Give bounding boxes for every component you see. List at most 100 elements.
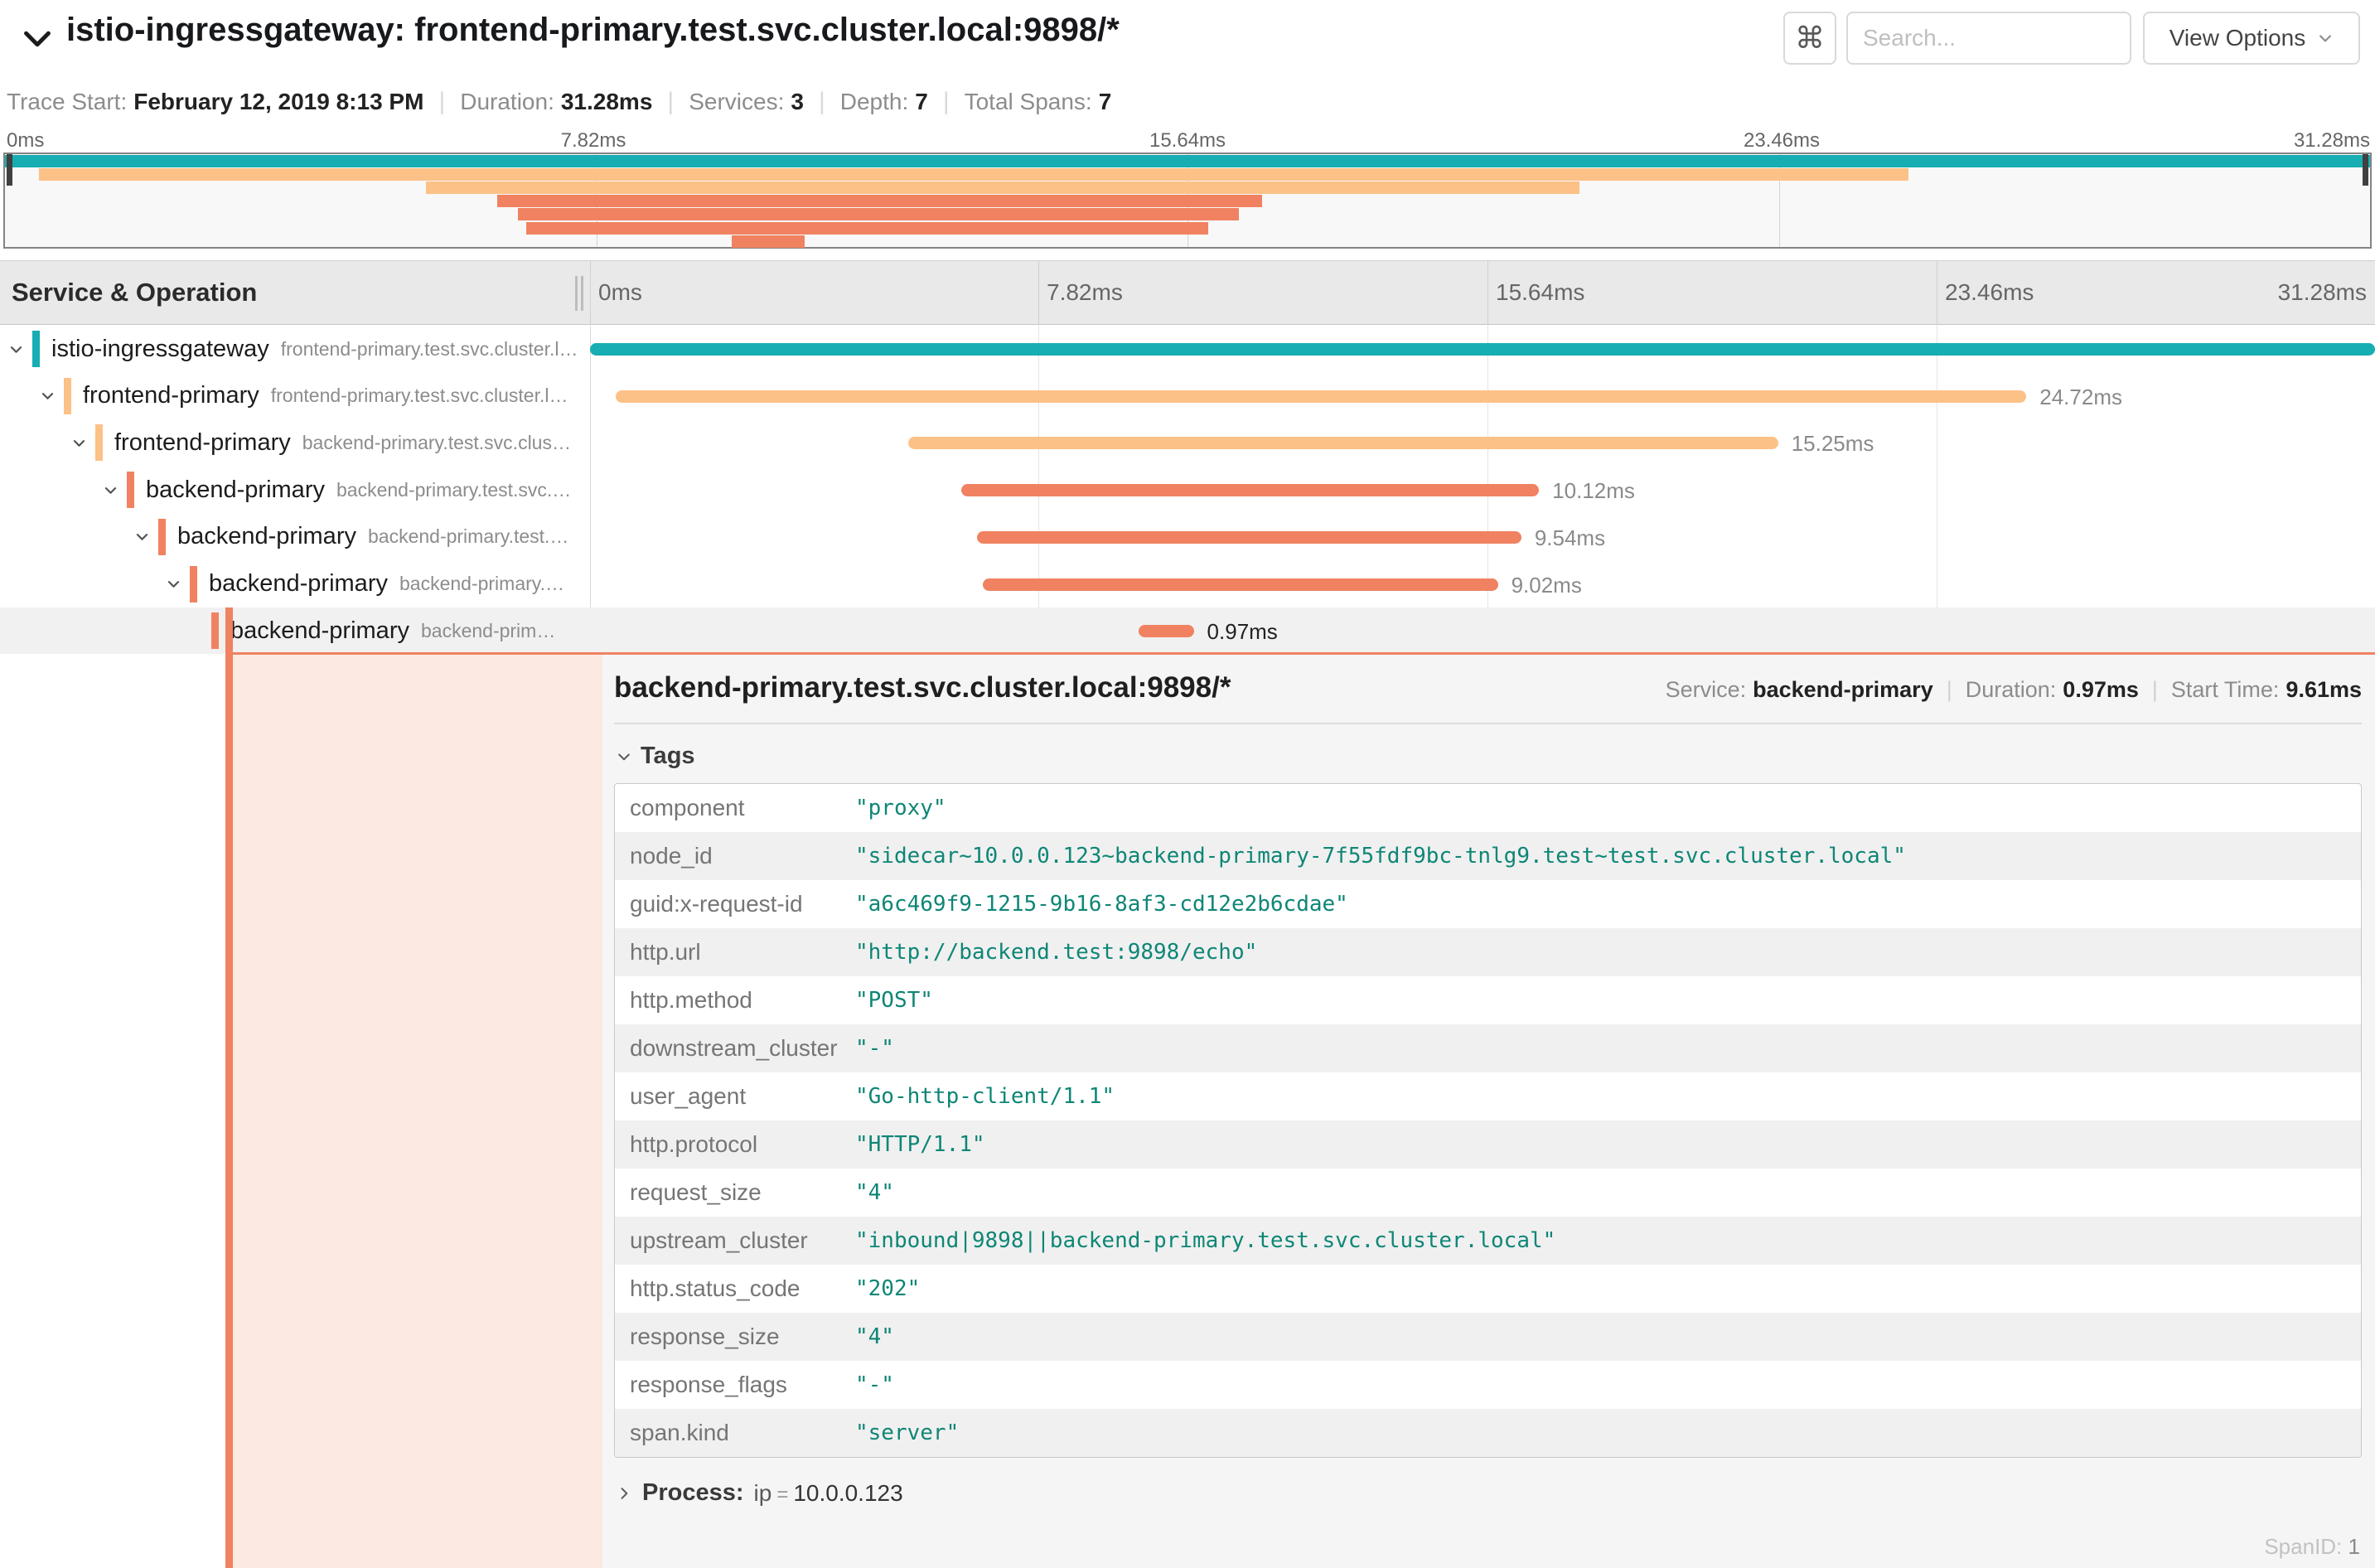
chevron-right-icon — [621, 1487, 628, 1499]
tag-key: guid:x-request-id — [630, 891, 803, 917]
expand-collapse-chevron-icon[interactable] — [134, 529, 150, 544]
duration-value: 31.28ms — [560, 89, 653, 114]
service-color-block — [211, 612, 219, 650]
span-bar[interactable] — [1138, 625, 1194, 638]
tag-value: "sidecar~10.0.0.123~backend-primary-7f55… — [855, 844, 1906, 869]
timeline-tick: 0ms — [598, 279, 642, 305]
tag-value: "-" — [855, 1372, 894, 1397]
tag-row[interactable]: response_size "4" — [615, 1313, 2361, 1361]
total-spans-label: Total Spans: — [964, 89, 1092, 114]
chevron-down-icon — [73, 439, 85, 447]
timeline-tick: 15.64ms — [1496, 279, 1585, 305]
span-bar[interactable] — [907, 437, 1778, 450]
tag-value: "202" — [855, 1276, 921, 1301]
view-options-button[interactable]: View Options — [2143, 12, 2360, 65]
span-duration-label: 15.25ms — [1791, 431, 1874, 457]
span-bar[interactable] — [961, 484, 1540, 497]
span-duration-label: 24.72ms — [2039, 384, 2122, 409]
span-row[interactable]: backend-primary backend-primary.test.… 9.5… — [0, 514, 2375, 560]
detail-divider — [614, 723, 2362, 724]
search-input[interactable] — [1846, 12, 2131, 65]
collapse-trace-chevron-icon[interactable] — [18, 20, 56, 58]
span-row-label[interactable]: backend-primary backend-primary.test.svc.… — [0, 467, 590, 513]
timeline-tick: 23.46ms — [1945, 279, 2034, 305]
span-row-label[interactable]: backend-primary backend-prim… — [0, 607, 590, 654]
service-color-block — [64, 377, 71, 414]
tag-row[interactable]: span.kind "server" — [615, 1409, 2361, 1457]
expand-collapse-chevron-icon[interactable] — [103, 482, 119, 498]
tags-section-toggle[interactable]: Tags — [616, 743, 2362, 770]
tag-row[interactable]: request_size "4" — [615, 1169, 2361, 1217]
tag-row[interactable]: upstream_cluster "inbound|9898||backend-p… — [615, 1217, 2361, 1265]
tag-row[interactable]: user_agent "Go-http-client/1.1" — [615, 1072, 2361, 1120]
minimap-span-bar — [525, 221, 1208, 235]
span-row[interactable]: backend-primary backend-primary.test.svc.… — [0, 467, 2375, 513]
span-row[interactable]: backend-primary backend-prim… 0.97ms — [0, 607, 2375, 655]
span-duration-label: 0.97ms — [1207, 619, 1278, 645]
tag-row[interactable]: guid:x-request-id "a6c469f9-1215-9b16-8af… — [615, 880, 2361, 928]
service-name: backend-primary — [177, 523, 356, 550]
span-row-label[interactable]: backend-primary backend-primary.… — [0, 561, 590, 607]
span-detail-header: backend-primary.test.svc.cluster.local:9… — [614, 671, 2362, 704]
chevron-down-icon — [10, 346, 22, 353]
tag-key: node_id — [630, 843, 713, 869]
trace-minimap[interactable] — [3, 152, 2372, 249]
timeline-column-header: Service & Operation 0ms 7.82ms 15.64ms 2… — [0, 260, 2375, 325]
span-bar[interactable] — [615, 390, 2027, 403]
operation-name: frontend-primary.test.svc.cluster.l… — [280, 337, 578, 360]
span-bar[interactable] — [976, 530, 1521, 544]
keyboard-shortcuts-button[interactable]: ⌘ — [1783, 12, 1836, 65]
selected-span-top-border — [225, 652, 2375, 655]
minimap-tick: 7.82ms — [560, 129, 626, 152]
tag-row[interactable]: http.url "http://backend.test:9898/echo" — [615, 928, 2361, 976]
expand-collapse-chevron-icon[interactable] — [8, 341, 24, 357]
depth-label: Depth: — [839, 89, 909, 114]
span-row[interactable]: backend-primary backend-primary.… 9.02ms — [0, 561, 2375, 607]
tag-row[interactable]: http.method "POST" — [615, 976, 2361, 1024]
tag-key: span.kind — [630, 1420, 729, 1445]
span-row[interactable]: istio-ingressgateway frontend-primary.tes… — [0, 326, 2375, 372]
tag-row[interactable]: node_id "sidecar~10.0.0.123~backend-prima… — [615, 832, 2361, 880]
minimap-span-bar — [5, 155, 2370, 167]
span-row[interactable]: frontend-primary backend-primary.test.svc… — [0, 419, 2375, 466]
tag-row[interactable]: http.status_code "202" — [615, 1265, 2361, 1313]
expand-collapse-chevron-icon[interactable] — [166, 576, 181, 592]
service-color-block — [190, 565, 197, 603]
tag-value: "POST" — [855, 988, 933, 1013]
minimap-left-drag-handle[interactable] — [7, 154, 12, 186]
minimap-right-drag-handle[interactable] — [2363, 154, 2368, 186]
span-detail-stats: Service: backend-primary | Duration: 0.9… — [1665, 677, 2362, 702]
tag-row[interactable]: http.protocol "HTTP/1.1" — [615, 1120, 2361, 1169]
tag-key: response_flags — [630, 1372, 787, 1397]
tag-key: http.status_code — [630, 1275, 801, 1301]
service-color-block — [95, 424, 103, 462]
span-bar[interactable] — [590, 343, 2375, 356]
tag-value: "HTTP/1.1" — [855, 1132, 985, 1157]
process-ip: ip = 10.0.0.123 — [753, 1479, 903, 1506]
process-section-toggle[interactable]: Process: ip = 10.0.0.123 — [616, 1479, 2362, 1507]
span-duration-value: 0.97ms — [2063, 677, 2139, 702]
expand-collapse-chevron-icon[interactable] — [71, 435, 87, 451]
span-id-label: SpanID: — [2264, 1534, 2343, 1559]
operation-name: backend-primary.test.svc.… — [336, 478, 572, 501]
span-row-label[interactable]: frontend-primary frontend-primary.test.sv… — [0, 373, 590, 419]
tag-value: "server" — [855, 1420, 960, 1445]
span-row-label[interactable]: backend-primary backend-primary.test.… — [0, 514, 590, 560]
span-row-label[interactable]: frontend-primary backend-primary.test.svc… — [0, 419, 590, 466]
service-name: istio-ingressgateway — [51, 335, 269, 362]
span-bar[interactable] — [983, 578, 1498, 591]
expand-collapse-chevron-icon[interactable] — [40, 388, 56, 404]
tag-row[interactable]: downstream_cluster "-" — [615, 1024, 2361, 1072]
chevron-down-icon — [2319, 35, 2332, 42]
column-resizer-handle[interactable] — [575, 276, 583, 311]
span-row[interactable]: frontend-primary frontend-primary.test.sv… — [0, 373, 2375, 419]
tag-value: "http://backend.test:9898/echo" — [855, 940, 1258, 965]
tag-key: user_agent — [630, 1083, 747, 1109]
minimap-span-bar — [517, 208, 1240, 221]
tag-row[interactable]: response_flags "-" — [615, 1361, 2361, 1409]
total-spans-value: 7 — [1098, 89, 1112, 114]
tag-row[interactable]: component "proxy" — [615, 784, 2361, 832]
span-rows-area: istio-ingressgateway frontend-primary.tes… — [0, 326, 2375, 655]
minimap-tick: 23.46ms — [1743, 129, 1821, 152]
span-row-label[interactable]: istio-ingressgateway frontend-primary.tes… — [0, 326, 590, 372]
